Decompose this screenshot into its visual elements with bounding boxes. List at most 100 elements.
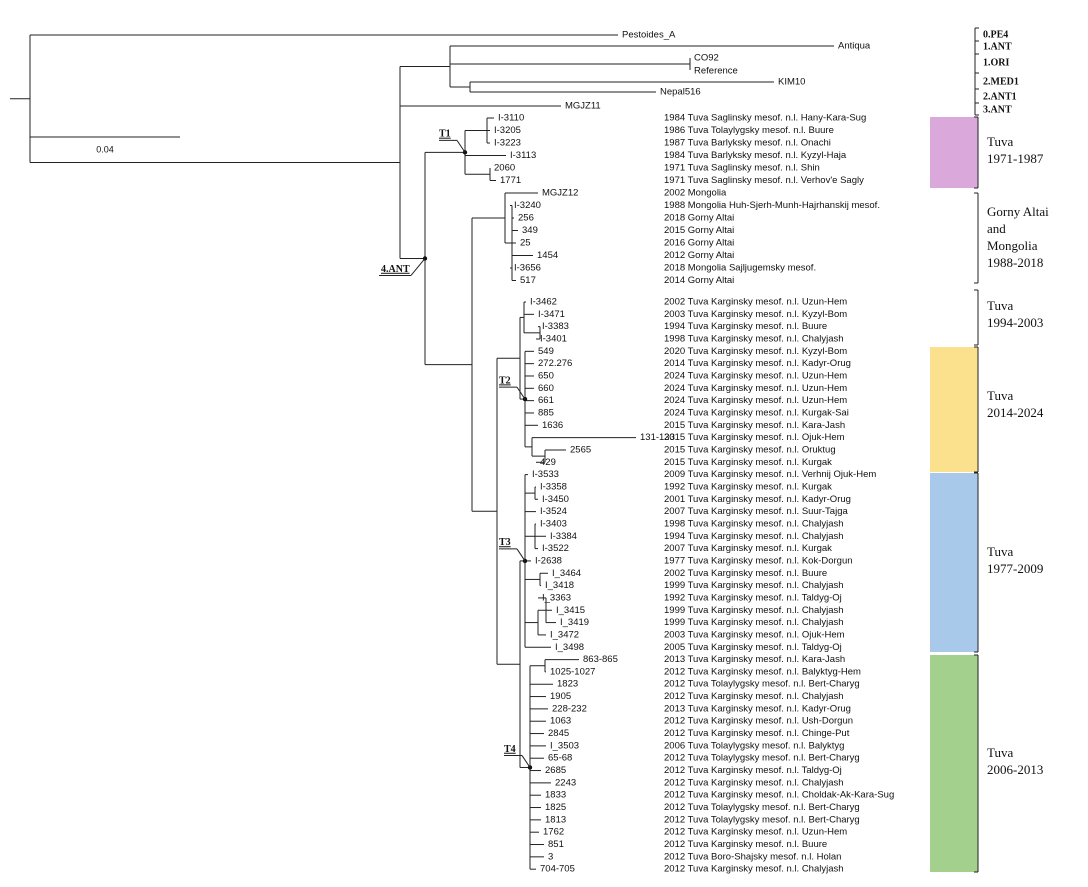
leaf-label: 1813 [545,814,566,825]
group-band [930,655,978,872]
leaf-info: 2012 Tuva Karginsky mesof. n.l. Chalyjas… [664,691,844,702]
leaf-info: 1987 Tuva Barlyksky mesof. n.l. Onachi [664,138,831,149]
leaf-info: 2012 Tuva Tolaylygsky mesof. n.l. Bert-C… [664,753,860,764]
leaf-label: I-3240 [514,200,541,211]
leaf-label: 1771 [500,175,521,186]
scale-label: 0.04 [96,144,114,154]
lineage-label: 3.ANT [983,104,1012,115]
leaf-info: 2003 Tuva Karginsky mesof. n.l. Ojuk-Hem [664,629,845,640]
leaf-label: 660 [538,383,554,394]
group-label: 1988-2018 [987,255,1043,270]
group-label: Tuva [987,544,1013,559]
leaf-label: KIM10 [778,77,805,88]
leaf-info: 1984 Tuva Barlyksky mesof. n.l. Kyzyl-Ha… [664,150,847,161]
leaf-info: 1988 Mongolia Huh-Sjerh-Munh-Hajrhanskij… [664,200,880,211]
leaf-label: I_3415 [556,605,585,616]
leaf-info: 2024 Tuva Karginsky mesof. n.l. Kurgak-S… [664,407,849,418]
leaf-label: I_3498 [555,642,584,653]
leaf-info: 2015 Gorny Altai [664,225,734,236]
leaf-info: 2012 Tuva Karginsky mesof. n.l. Taldyg-O… [664,765,842,776]
leaf-label: 863-865 [583,654,618,665]
leaf-label: 1833 [545,790,566,801]
leaf-label: 1823 [557,679,578,690]
leaf-label: I-3522 [542,543,569,554]
leaf-info: 1971 Tuva Saglinsky mesof. n.l. Verhov'e… [664,175,864,186]
leaf-label: 1762 [543,827,564,838]
leaf-note: Reference [694,66,738,77]
leaf-label: MGJZ12 [542,188,578,199]
leaf-info: 2012 Tuva Tolaylygsky mesof. n.l. Bert-C… [664,679,860,690]
lineage-label: 0.PE4 [983,29,1008,40]
leaf-label: 2565 [570,444,591,455]
node-label: T4 [504,744,516,755]
node-label: T2 [499,375,511,386]
leaf-label: 256 [518,213,534,224]
leaf-info: 2002 Tuva Karginsky mesof. n.l. Uzun-Hem [664,297,847,308]
leaf-label: 349 [522,225,538,236]
leaf-info: 2024 Tuva Karginsky mesof. n.l. Uzun-Hem [664,370,847,381]
leaf-label: 851 [548,839,564,850]
leaf-info: 2015 Tuva Karginsky mesof. n.l. Kara-Jas… [664,420,845,431]
leaf-label: 650 [538,370,554,381]
leaf-info: 2018 Mongolia Sajljugemsky mesof. [664,263,816,274]
leaf-info: 1971 Tuva Saglinsky mesof. n.l. Shin [664,163,820,174]
leaf-info: 1999 Tuva Karginsky mesof. n.l. Chalyjas… [664,617,844,628]
group-label: 1971-1987 [987,151,1044,166]
leaf-label: 1636 [542,420,563,431]
group-label: Mongolia [987,238,1038,253]
leaf-label: I-3450 [542,494,569,505]
leaf-info: 1999 Tuva Karginsky mesof. n.l. Chalyjas… [664,580,844,591]
leaf-info: 1992 Tuva Karginsky mesof. n.l. Kurgak [664,481,832,492]
leaf-label: 517 [520,275,536,286]
leaf-label: 2845 [548,728,569,739]
leaf-label: I_3363 [542,592,571,603]
leaf-info: 2012 Tuva Boro-Shajsky mesof. n.l. Holan [664,851,841,862]
leaf-info: 1977 Tuva Karginsky mesof. n.l. Kok-Dorg… [664,555,853,566]
branch [521,755,531,768]
group-band [930,347,978,472]
leaf-label: 704-705 [540,864,575,875]
leaf-label: I-3383 [542,321,569,332]
group-label: Tuva [987,388,1013,403]
lineage-label: 1.ANT [983,41,1012,52]
node-label: T3 [499,537,511,548]
group-label: and [987,221,1006,236]
branch [456,140,466,153]
leaf-info: 1994 Tuva Karginsky mesof. n.l. Buure [664,321,827,332]
leaf-label: CO92 [694,53,719,64]
leaf-label: 2243 [555,777,576,788]
leaf-info: 1984 Tuva Saglinsky mesof. n.l. Hany-Kar… [664,113,866,124]
group-band [930,473,978,652]
leaf-info: 2012 Tuva Karginsky mesof. n.l. Chalyjas… [664,864,844,875]
group-label: Gorny Altai [987,204,1049,219]
node-label: T1 [439,129,451,140]
group-label: Tuva [987,134,1013,149]
leaf-label: I-3384 [550,531,577,542]
leaf-label: I_3503 [550,740,579,751]
group-label: 2006-2013 [987,762,1043,777]
leaf-label: I-2638 [535,555,562,566]
branch [516,548,526,562]
leaf-label: 3 [548,851,553,862]
leaf-label: I_3419 [560,617,589,628]
leaf-info: 2015 Tuva Karginsky mesof. n.l. Ojuk-Hem [664,432,845,443]
leaf-info: 2014 Gorny Altai [664,275,734,286]
leaf-label: Pestoides_A [622,30,676,41]
leaf-info: 2002 Tuva Karginsky mesof. n.l. Buure [664,568,827,579]
leaf-info: 2012 Tuva Karginsky mesof. n.l. Chalyjas… [664,777,844,788]
leaf-label: 2060 [494,163,515,174]
leaf-info: 1998 Tuva Karginsky mesof. n.l. Chalyjas… [664,334,844,345]
leaf-info: 2005 Tuva Karginsky mesof. n.l. Taldyg-O… [664,642,842,653]
leaf-info: 2012 Tuva Karginsky mesof. n.l. Balyktyg… [664,666,861,677]
leaf-info: 1986 Tuva Tolaylygsky mesof. n.l. Buure [664,125,834,136]
leaf-label: I-3110 [498,113,524,124]
leaf-info: 2003 Tuva Karginsky mesof. n.l. Kyzyl-Bo… [664,309,847,320]
leaf-info: 2001 Tuva Karginsky mesof. n.l. Kadyr-Or… [664,494,851,505]
leaf-label: 549 [538,346,554,357]
leaf-info: 2012 Tuva Karginsky mesof. n.l. Buure [664,839,827,850]
leaf-label: Nepal516 [660,87,701,98]
leaf-info: 2012 Tuva Karginsky mesof. n.l. Chinge-P… [664,728,850,739]
lineage-label: 1.ORI [983,57,1010,68]
leaf-label: Antiqua [838,41,871,52]
group-label: Tuva [987,298,1013,313]
